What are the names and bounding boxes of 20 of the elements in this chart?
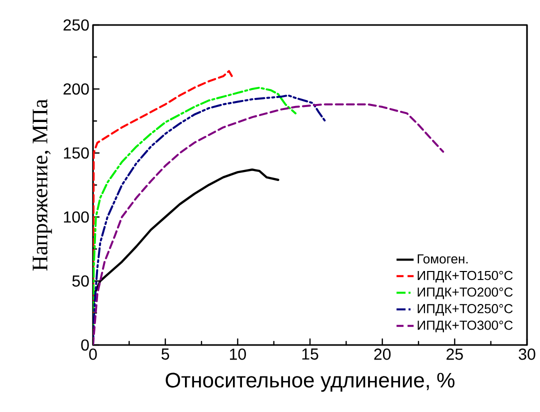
y-tick-label: 0 bbox=[81, 339, 89, 351]
x-tick-label: 5 bbox=[162, 348, 170, 360]
x-tick-label: 0 bbox=[89, 348, 97, 360]
legend-label: ИПДК+ТО250°C bbox=[418, 304, 513, 316]
x-tick-label: 25 bbox=[446, 348, 463, 360]
x-tick-label: 15 bbox=[302, 348, 318, 360]
legend-label: ИПДК+ТО150°C bbox=[418, 270, 513, 283]
y-tick-label: 250 bbox=[64, 19, 89, 31]
y-tick-label: 200 bbox=[64, 83, 89, 95]
legend-label: ИПДК+ТО300°C bbox=[418, 320, 513, 332]
x-axis-title: Относительное удлинение, % bbox=[166, 372, 454, 392]
y-tick-label: 150 bbox=[64, 147, 89, 159]
x-tick-label: 30 bbox=[518, 348, 536, 360]
x-tick-label: 20 bbox=[374, 348, 391, 360]
y-axis-title: Напряжение, МПа bbox=[32, 99, 52, 271]
legend-label: ИПДК+ТО200°C bbox=[418, 287, 513, 300]
legend-label: Гомоген. bbox=[418, 254, 468, 264]
x-tick-label: 10 bbox=[230, 348, 246, 360]
y-tick-label: 50 bbox=[72, 275, 89, 287]
y-tick-label: 100 bbox=[64, 211, 89, 223]
